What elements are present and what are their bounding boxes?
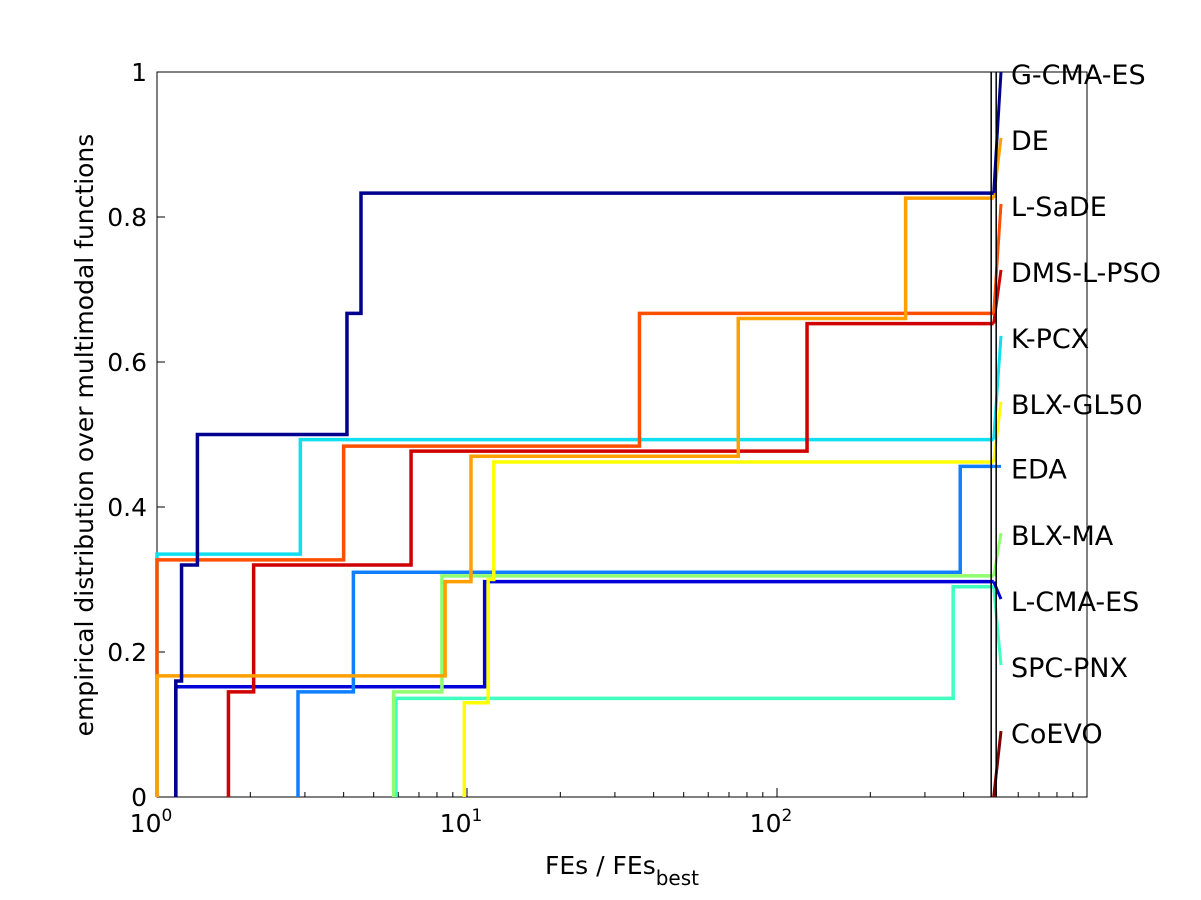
legend-connector-l-cma-es [992,581,1003,600]
legend-label-blx-gl50: BLX-GL50 [1011,390,1143,421]
legend-connector-blx-gl50 [992,401,1003,463]
y-tick-label: 0 [131,783,147,812]
series-layer [155,71,1003,798]
x-axis-label-main: FEs / FEs [545,851,656,880]
series-line-blx-ma [391,574,994,797]
legend-label-eda: EDA [1011,454,1067,485]
legend-connector-blx-ma [992,532,1003,577]
legend-label-spc-pnx: SPC-PNX [1011,653,1128,684]
axis-labels: empirical distribution over multimodal f… [70,134,699,890]
y-tick-label: 0.8 [107,203,147,232]
legend-label-k-pcx: K-PCX [1011,324,1089,355]
series-line-k-pcx [155,437,994,797]
legend-connector-k-pcx [992,335,1003,440]
x-axis-label-subscript: best [656,866,699,890]
legend-label-blx-ma: BLX-MA [1011,521,1114,552]
series-line-dms-l-pso [226,321,994,797]
x-tick-exponent: 2 [781,806,792,826]
x-tick-label: 102 [750,806,793,838]
y-tick-label: 0.4 [107,493,147,522]
legend-label-coevo: CoEVO [1011,719,1103,750]
y-tick-label: 1 [131,58,147,87]
y-axis-label: empirical distribution over multimodal f… [70,134,99,737]
x-tick-base: 10 [750,809,782,838]
plot-frame [156,71,1088,798]
series-line-g-cma-es [174,191,994,797]
series-line-blx-gl50 [462,460,994,797]
legend-connector-l-sade [992,203,1003,314]
legend-label-l-cma-es: L-CMA-ES [1011,587,1139,618]
legend: G-CMA-ES DE L-SaDE DMS-L-PSO K-PCX BLX-GL50 ED… [1011,60,1161,750]
series-line-eda [296,464,994,797]
x-axis-label: FEs / FEsbest [545,851,699,890]
legend-connector-dms-l-pso [992,269,1003,324]
series-line-spc-pnx [394,585,994,797]
x-tick-label: 101 [440,806,483,838]
legend-connector-spc-pnx [992,586,1003,666]
x-tick-base: 10 [440,809,472,838]
legend-connector-coevo [992,730,1003,798]
x-tick-exponent: 0 [161,806,172,826]
x-tick-base: 10 [130,809,162,838]
x-tick-exponent: 1 [471,806,482,826]
legend-label-de: DE [1011,126,1049,157]
x-tick-label: 100 [130,806,173,838]
legend-connector-g-cma-es [992,71,1003,194]
series-line-de [155,196,994,797]
series-line-l-sade [155,311,994,797]
legend-label-l-sade: L-SaDE [1011,192,1107,223]
legend-label-g-cma-es: G-CMA-ES [1011,60,1146,91]
y-tick-label: 0.6 [107,348,147,377]
y-tick-label: 0.2 [107,638,147,667]
max-budget-marker [990,72,997,797]
legend-label-dms-l-pso: DMS-L-PSO [1011,258,1161,289]
